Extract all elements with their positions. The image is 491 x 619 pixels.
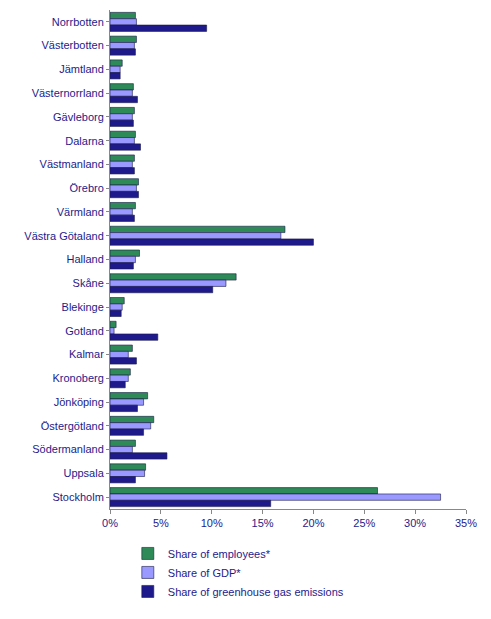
svg-text:Blekinge: Blekinge <box>62 301 104 313</box>
svg-text:Kalmar: Kalmar <box>69 348 104 360</box>
svg-text:Östergötland: Östergötland <box>41 420 104 432</box>
svg-text:10%: 10% <box>201 517 223 529</box>
svg-text:Skåne: Skåne <box>73 277 104 289</box>
svg-text:Dalarna: Dalarna <box>65 135 104 147</box>
svg-text:Norrbotten: Norrbotten <box>52 16 104 28</box>
svg-text:5%: 5% <box>153 517 169 529</box>
svg-text:Värmland: Värmland <box>57 206 104 218</box>
svg-text:Södermanland: Södermanland <box>32 443 104 455</box>
svg-text:Halland: Halland <box>66 253 103 265</box>
svg-text:Jönköping: Jönköping <box>54 396 104 408</box>
svg-text:Jämtland: Jämtland <box>59 63 104 75</box>
svg-text:Kronoberg: Kronoberg <box>52 372 103 384</box>
svg-text:Share of GDP*: Share of GDP* <box>168 567 241 579</box>
svg-text:25%: 25% <box>353 517 375 529</box>
svg-text:20%: 20% <box>302 517 324 529</box>
svg-text:Share of employees*: Share of employees* <box>168 548 271 560</box>
svg-text:15%: 15% <box>252 517 274 529</box>
svg-text:Västerbotten: Västerbotten <box>41 39 103 51</box>
svg-text:Stockholm: Stockholm <box>52 491 103 503</box>
svg-text:Västra Götaland: Västra Götaland <box>24 230 104 242</box>
svg-text:Share of greenhouse gas emissi: Share of greenhouse gas emissions <box>168 586 344 598</box>
svg-text:Gävleborg: Gävleborg <box>53 111 104 123</box>
svg-text:Västmanland: Västmanland <box>40 158 104 170</box>
svg-text:Örebro: Örebro <box>70 182 104 194</box>
svg-text:Gotland: Gotland <box>65 325 104 337</box>
svg-text:0%: 0% <box>102 517 118 529</box>
svg-text:Västernorrland: Västernorrland <box>32 87 104 99</box>
svg-text:30%: 30% <box>404 517 426 529</box>
svg-text:35%: 35% <box>455 517 477 529</box>
svg-text:Uppsala: Uppsala <box>63 467 104 479</box>
